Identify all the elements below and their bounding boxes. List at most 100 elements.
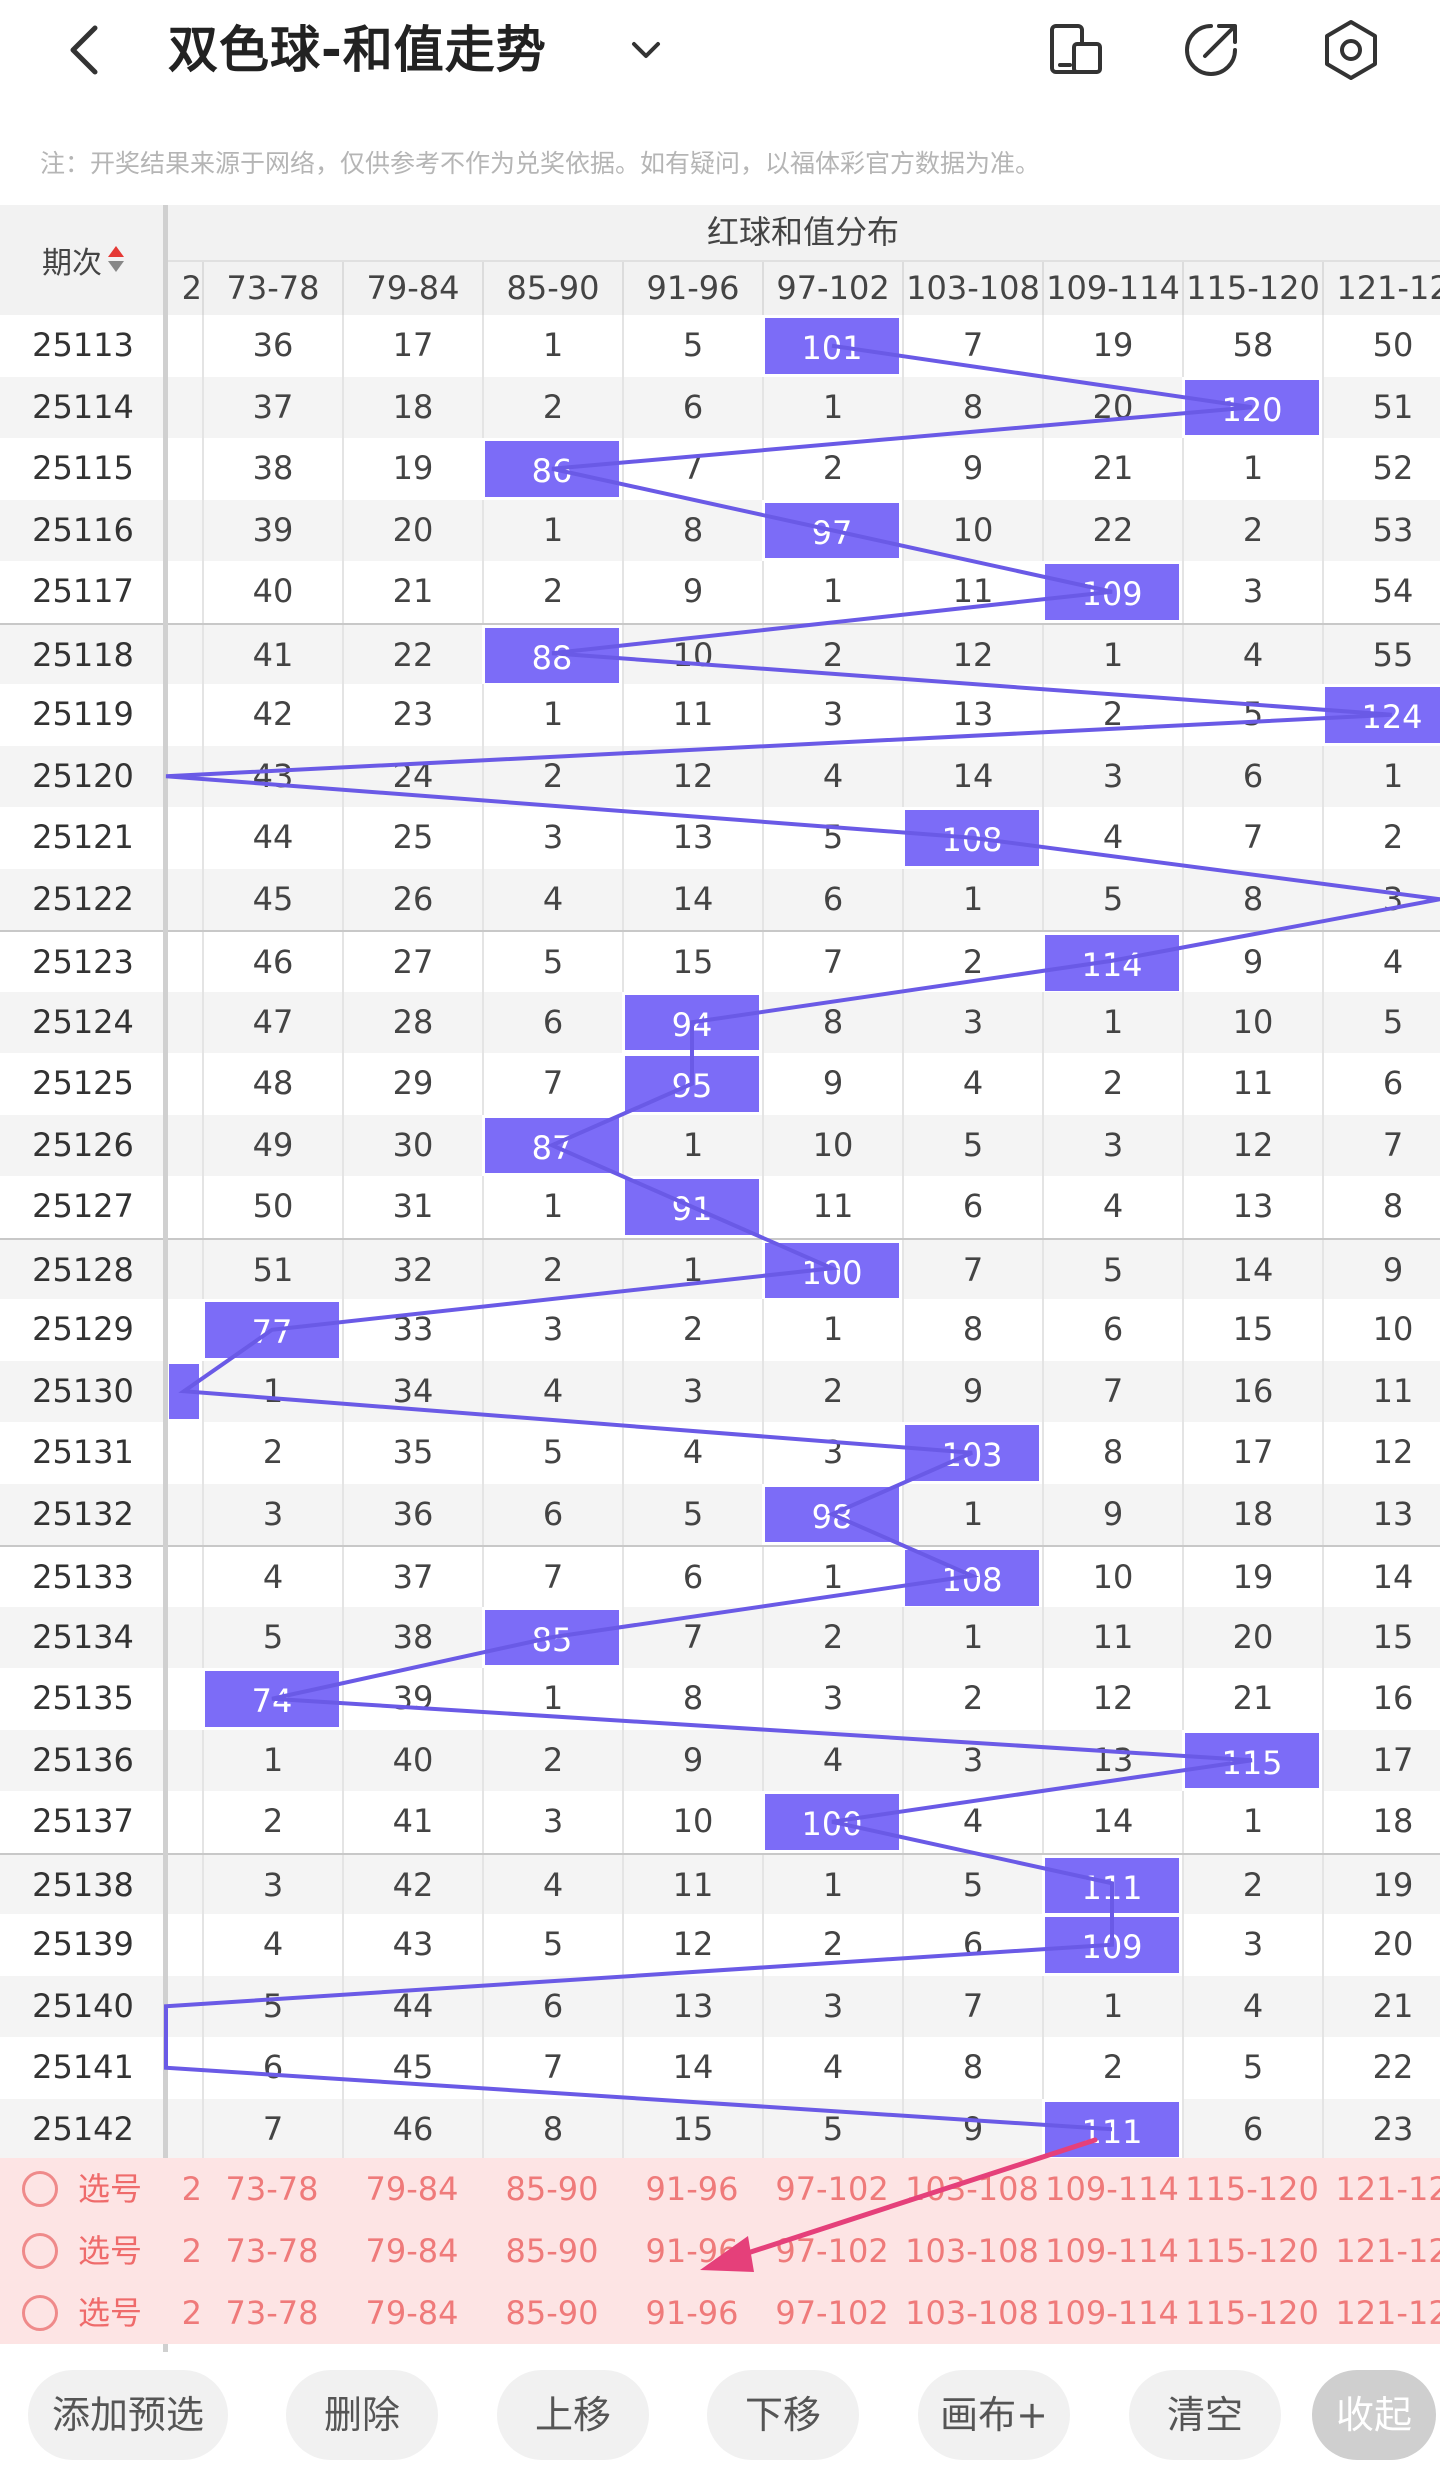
pick-option[interactable]: 97-102 bbox=[775, 2170, 889, 2208]
pick-option[interactable]: 79-84 bbox=[365, 2232, 459, 2270]
pick-label[interactable]: 选号 bbox=[78, 2294, 143, 2332]
value-cell: 46 bbox=[202, 932, 342, 994]
column-header: 73-78 bbox=[202, 262, 342, 315]
value-cell: 1 bbox=[1182, 1791, 1322, 1853]
value-cell: 50 bbox=[1322, 315, 1440, 377]
value-cell: 11 bbox=[622, 684, 762, 746]
value-cell: 30 bbox=[342, 1114, 482, 1176]
value-cell: 10 bbox=[1042, 1547, 1182, 1609]
column-header: 97-102 bbox=[762, 262, 902, 315]
value-cell: 4 bbox=[1182, 1975, 1322, 2037]
radio-icon[interactable] bbox=[22, 2295, 58, 2331]
value-cell: 28 bbox=[342, 991, 482, 1053]
hit-cell: 111 bbox=[1042, 1854, 1182, 1916]
value-cell bbox=[166, 1053, 202, 1115]
value-cell: 11 bbox=[1042, 1606, 1182, 1668]
value-cell: 6 bbox=[902, 1176, 1042, 1238]
add-preselect-button[interactable]: 添加预选 bbox=[28, 2370, 228, 2460]
pick-option[interactable]: 121-12 bbox=[1335, 2232, 1440, 2270]
radio-icon[interactable] bbox=[22, 2171, 58, 2207]
pick-option[interactable]: 115-120 bbox=[1185, 2170, 1319, 2208]
value-cell: 7 bbox=[622, 1606, 762, 1668]
value-cell: 2 bbox=[762, 1606, 902, 1668]
pick-option[interactable]: 85-90 bbox=[505, 2170, 599, 2208]
issue-cell: 25125 bbox=[32, 1064, 134, 1102]
table-row: 25130 1 34 4 3 2 9 7 16 11 bbox=[0, 1360, 1440, 1422]
issue-column-header[interactable]: 期次 bbox=[0, 205, 166, 315]
move-down-button[interactable]: 下移 bbox=[707, 2370, 859, 2460]
pick-option[interactable]: 79-84 bbox=[365, 2170, 459, 2208]
hit-cell bbox=[166, 1360, 202, 1422]
pick-option[interactable]: 91-96 bbox=[645, 2170, 739, 2208]
value-cell: 12 bbox=[1042, 1668, 1182, 1730]
pick-option[interactable]: 91-96 bbox=[645, 2294, 739, 2332]
value-cell: 7 bbox=[762, 932, 902, 994]
pick-option[interactable]: 121-12 bbox=[1335, 2170, 1440, 2208]
pick-option[interactable]: 109-114 bbox=[1045, 2170, 1179, 2208]
hit-cell: 98 bbox=[762, 1483, 902, 1545]
pick-option[interactable]: 109-114 bbox=[1045, 2294, 1179, 2332]
pick-option[interactable]: 85-90 bbox=[505, 2232, 599, 2270]
pick-option[interactable]: 91-96 bbox=[645, 2232, 739, 2270]
pick-option[interactable]: 115-120 bbox=[1185, 2232, 1319, 2270]
value-cell: 2 bbox=[1042, 1053, 1182, 1115]
collapse-button[interactable]: 收起 bbox=[1312, 2370, 1436, 2460]
issue-cell: 25138 bbox=[32, 1865, 134, 1904]
value-cell: 8 bbox=[902, 2037, 1042, 2099]
bottom-toolbar: 添加预选 删除 上移 下移 画布+ 清空 收起 bbox=[0, 2356, 1440, 2475]
value-cell: 45 bbox=[202, 868, 342, 930]
move-up-button[interactable]: 上移 bbox=[497, 2370, 649, 2460]
value-cell: 2 bbox=[482, 745, 622, 807]
pick-option[interactable]: 103-108 bbox=[905, 2170, 1039, 2208]
issue-cell: 25121 bbox=[32, 818, 134, 856]
pick-option[interactable]: 97-102 bbox=[775, 2294, 889, 2332]
pick-option[interactable]: 79-84 bbox=[365, 2294, 459, 2332]
page-title[interactable]: 双色球-和值走势 bbox=[168, 21, 547, 79]
value-cell: 43 bbox=[342, 1914, 482, 1976]
value-cell bbox=[166, 1791, 202, 1853]
pick-option[interactable]: 97-102 bbox=[775, 2232, 889, 2270]
value-cell: 2 bbox=[762, 438, 902, 500]
issue-cell: 25131 bbox=[32, 1433, 134, 1471]
clear-button[interactable]: 清空 bbox=[1129, 2370, 1281, 2460]
value-cell: 7 bbox=[902, 315, 1042, 377]
trend-table[interactable]: 期次 红球和值分布 2 73-78 79-84 85-90 91-96 97-102 103… bbox=[0, 205, 1440, 2352]
value-cell: 37 bbox=[342, 1547, 482, 1609]
table-row: 25123 46 27 5 15 7 2 114 9 4 bbox=[0, 930, 1440, 994]
radio-icon[interactable] bbox=[22, 2233, 58, 2269]
pick-label[interactable]: 选号 bbox=[78, 2232, 143, 2270]
pick-option[interactable]: 2 bbox=[181, 2232, 202, 2270]
pick-option[interactable]: 73-78 bbox=[225, 2232, 319, 2270]
pick-option[interactable]: 121-12 bbox=[1335, 2294, 1440, 2332]
value-cell: 13 bbox=[622, 807, 762, 869]
value-cell: 19 bbox=[1322, 1854, 1440, 1916]
value-cell: 2 bbox=[622, 1299, 762, 1361]
device-icon[interactable] bbox=[1040, 14, 1112, 86]
edit-icon[interactable] bbox=[1175, 14, 1247, 86]
sort-icon[interactable] bbox=[108, 244, 124, 276]
value-cell: 6 bbox=[1322, 1053, 1440, 1115]
pick-option[interactable]: 103-108 bbox=[905, 2294, 1039, 2332]
value-cell: 15 bbox=[1182, 1299, 1322, 1361]
value-cell: 42 bbox=[202, 684, 342, 746]
hit-cell: 101 bbox=[762, 315, 902, 377]
pick-option[interactable]: 103-108 bbox=[905, 2232, 1039, 2270]
hit-cell: 97 bbox=[762, 499, 902, 561]
pick-label[interactable]: 选号 bbox=[78, 2170, 143, 2208]
pick-option[interactable]: 73-78 bbox=[225, 2294, 319, 2332]
pick-option[interactable]: 2 bbox=[181, 2170, 202, 2208]
back-icon[interactable] bbox=[55, 14, 119, 86]
settings-icon[interactable] bbox=[1315, 14, 1387, 86]
pick-option[interactable]: 73-78 bbox=[225, 2170, 319, 2208]
value-cell: 8 bbox=[1182, 868, 1322, 930]
canvas-plus-button[interactable]: 画布+ bbox=[918, 2370, 1070, 2460]
pick-option[interactable]: 115-120 bbox=[1185, 2294, 1319, 2332]
value-cell: 42 bbox=[342, 1854, 482, 1916]
table-row: 25128 51 32 2 1 100 7 5 14 9 bbox=[0, 1237, 1440, 1301]
chevron-down-icon[interactable] bbox=[622, 26, 670, 74]
pick-option[interactable]: 109-114 bbox=[1045, 2232, 1179, 2270]
value-cell: 2 bbox=[902, 1668, 1042, 1730]
delete-button[interactable]: 删除 bbox=[286, 2370, 438, 2460]
pick-option[interactable]: 2 bbox=[181, 2294, 202, 2332]
pick-option[interactable]: 85-90 bbox=[505, 2294, 599, 2332]
